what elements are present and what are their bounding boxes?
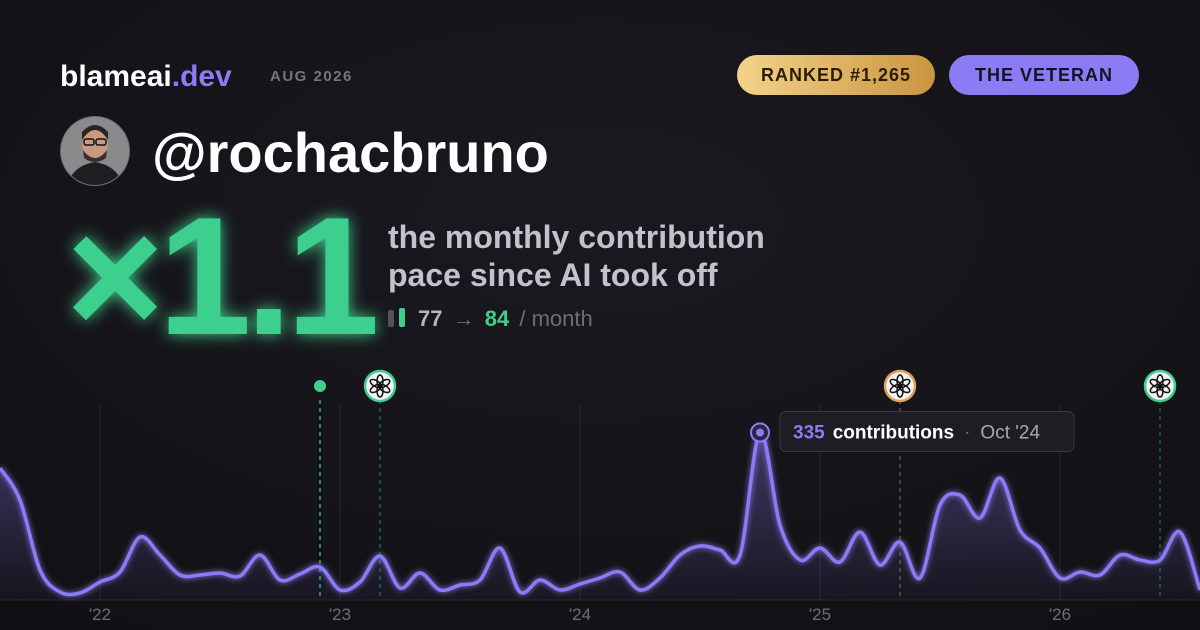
tooltip-date: Oct '24 [980,423,1040,444]
pace: 77 → 84 / month [418,306,593,331]
peak-dot [756,428,764,437]
event-glyph [1149,374,1171,398]
arrow: → [453,306,475,331]
tooltip [779,411,1075,452]
multiplier: ×1.1 [66,182,375,370]
event-icon [1143,369,1177,403]
unit: / month [519,306,592,331]
event-glyph [369,374,391,398]
area [0,432,1200,600]
line [0,430,1200,597]
after: 84 [485,306,510,331]
before: 77 [418,306,442,331]
tooltip-text: 335 contributions · Oct '24 [793,423,1040,444]
x-tick-label: '24 [569,605,591,624]
event-glyph [889,374,911,398]
rank-badge-text: RANKED #1,265 [761,65,911,85]
description-line: pace since AI took off [388,257,718,293]
date: AUG 2026 [270,68,353,85]
x-tick-label: '26 [1049,605,1071,624]
event-icon [363,369,397,403]
glyph-petal [1149,378,1162,389]
description-line: the monthly contribution [388,219,765,255]
glyph-petal [889,378,902,389]
event-icon [883,369,917,403]
brand-tld: .dev [172,60,232,93]
brand-name: blameai [60,60,172,93]
bar-icon [399,308,405,327]
chart: '22 '23 '24 '25 '26 335 contributions · Oct '24 [0,369,1200,624]
event-dot [314,380,326,392]
handle: @rochacbruno [152,121,549,184]
title-badge [949,55,1139,95]
tooltip-label: contributions [833,423,954,444]
x-tick-label: '23 [329,605,351,624]
x-tick-label: '22 [89,605,111,624]
title-badge-text: THE VETERAN [975,65,1113,85]
brand: blameai.dev [60,60,232,93]
bar-icon [388,310,394,327]
tooltip-separator: · [964,423,970,444]
glyph-petal [369,378,382,389]
tooltip-value: 335 [793,423,825,444]
x-tick-label: '25 [809,605,831,624]
rank-badge [737,55,935,95]
